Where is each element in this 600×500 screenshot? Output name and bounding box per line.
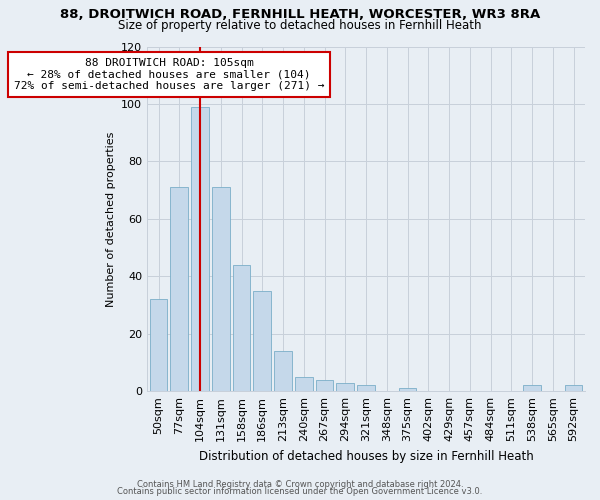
Y-axis label: Number of detached properties: Number of detached properties: [106, 131, 116, 306]
Bar: [357, 386, 375, 391]
Bar: [212, 187, 230, 391]
Text: Size of property relative to detached houses in Fernhill Heath: Size of property relative to detached ho…: [118, 18, 482, 32]
Bar: [565, 386, 583, 391]
Bar: [150, 300, 167, 391]
Bar: [316, 380, 334, 391]
Text: Contains HM Land Registry data © Crown copyright and database right 2024.: Contains HM Land Registry data © Crown c…: [137, 480, 463, 489]
X-axis label: Distribution of detached houses by size in Fernhill Heath: Distribution of detached houses by size …: [199, 450, 533, 462]
Bar: [170, 187, 188, 391]
Text: Contains public sector information licensed under the Open Government Licence v3: Contains public sector information licen…: [118, 487, 482, 496]
Bar: [274, 351, 292, 391]
Bar: [233, 265, 250, 391]
Bar: [295, 377, 313, 391]
Bar: [399, 388, 416, 391]
Bar: [523, 386, 541, 391]
Bar: [191, 107, 209, 391]
Text: 88 DROITWICH ROAD: 105sqm
← 28% of detached houses are smaller (104)
72% of semi: 88 DROITWICH ROAD: 105sqm ← 28% of detac…: [14, 58, 324, 91]
Bar: [253, 290, 271, 391]
Text: 88, DROITWICH ROAD, FERNHILL HEATH, WORCESTER, WR3 8RA: 88, DROITWICH ROAD, FERNHILL HEATH, WORC…: [60, 8, 540, 20]
Bar: [337, 382, 354, 391]
